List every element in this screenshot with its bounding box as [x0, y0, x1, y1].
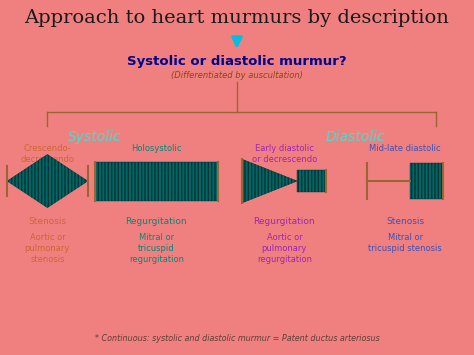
Text: Mid-late diastolic: Mid-late diastolic [369, 144, 441, 153]
Text: Diastolic: Diastolic [326, 130, 385, 143]
Text: Stenosis: Stenosis [386, 217, 424, 225]
Text: Early diastolic
or decrescendo: Early diastolic or decrescendo [252, 144, 317, 164]
Text: Aortic or
pulmonary
stenosis: Aortic or pulmonary stenosis [25, 233, 70, 264]
Text: (Differentiated by auscultation): (Differentiated by auscultation) [171, 71, 303, 80]
Text: Regurgitation: Regurgitation [254, 217, 315, 225]
Bar [95, 162, 218, 201]
Polygon shape [7, 154, 88, 208]
Text: Mitral or
tricuspid stenosis: Mitral or tricuspid stenosis [368, 233, 442, 253]
Text: Regurgitation: Regurgitation [126, 217, 187, 225]
Polygon shape [242, 159, 297, 203]
Bar [410, 163, 443, 199]
Bar [297, 170, 326, 192]
Text: Aortic or
pulmonary
regurgitation: Aortic or pulmonary regurgitation [257, 233, 312, 264]
Text: Approach to heart murmurs by description: Approach to heart murmurs by description [25, 9, 449, 27]
Text: Systolic or diastolic murmur?: Systolic or diastolic murmur? [127, 55, 347, 68]
Text: Holosystolic: Holosystolic [131, 144, 182, 153]
Text: Crescendo-
decrescendo: Crescendo- decrescendo [20, 144, 74, 164]
Text: * Continuous: systolic and diastolic murmur = Patent ductus arteriosus: * Continuous: systolic and diastolic mur… [95, 334, 379, 343]
Text: Systolic: Systolic [68, 130, 122, 143]
Text: Stenosis: Stenosis [28, 217, 66, 225]
Text: Mitral or
tricuspid
regurgitation: Mitral or tricuspid regurgitation [129, 233, 184, 264]
